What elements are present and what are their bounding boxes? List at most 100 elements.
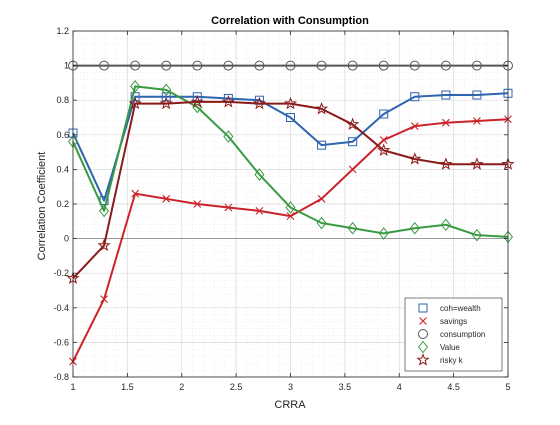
data-point-value — [440, 218, 451, 232]
tick-layer: 1 1.5 2 2.5 3 3.5 4 4.5 5 -0.8 -0.6 -0.4 -0.2 0 0.2 0.4… — [53, 26, 510, 392]
data-point-value — [471, 228, 482, 242]
data-point-savings — [317, 194, 326, 203]
data-point-consumption — [378, 60, 389, 71]
series-consumption — [68, 60, 513, 71]
data-point-value — [347, 221, 358, 235]
data-point-risky-k — [408, 152, 422, 165]
legend-label-coh-wealth: coh=wealth — [440, 304, 481, 313]
data-point-consumption — [347, 60, 358, 71]
data-point-value — [223, 130, 234, 143]
series-line-risky-k — [72, 100, 508, 280]
legend-marker-consumption — [418, 329, 428, 339]
data-point-savings — [441, 118, 450, 127]
y-tick-label: -0.4 — [53, 303, 69, 313]
data-point-savings — [131, 189, 140, 198]
x-tick-label: 4 — [397, 382, 402, 392]
data-point-risky-k — [128, 96, 142, 110]
legend-label-savings: savings — [440, 317, 467, 326]
data-point-coh-wealth — [317, 140, 327, 150]
y-axis-label: Correlation Coefficient — [36, 152, 48, 261]
data-point-coh-wealth — [130, 92, 140, 102]
data-point-coh-wealth — [441, 90, 451, 100]
data-point-value — [316, 216, 327, 230]
data-point-value — [409, 221, 420, 235]
data-point-consumption — [130, 60, 141, 71]
data-point-savings — [410, 122, 419, 131]
data-point-risky-k — [439, 157, 453, 170]
chart-title: Correlation with Consumption — [211, 15, 369, 27]
data-point-consumption — [254, 60, 265, 71]
data-point-consumption — [192, 60, 203, 71]
data-point-consumption — [99, 60, 110, 71]
data-point-value — [130, 80, 141, 93]
data-point-savings — [379, 136, 388, 144]
legend-marker-risky-k — [416, 353, 430, 366]
y-tick-label: 1.2 — [56, 26, 69, 36]
data-point-consumption — [471, 60, 482, 71]
data-point-value — [378, 227, 389, 240]
y-tick-label: 0 — [64, 234, 69, 244]
data-point-value — [161, 83, 172, 97]
x-tick-label: 1 — [70, 382, 75, 392]
series-line-value — [72, 85, 509, 238]
x-tick-label: 4.5 — [447, 382, 460, 392]
data-point-risky-k — [252, 96, 267, 110]
data-point-value — [99, 204, 110, 218]
x-tick-label: 3 — [288, 382, 293, 392]
data-point-risky-k — [221, 94, 235, 108]
data-point-savings — [348, 165, 357, 174]
x-tick-label: 5 — [505, 382, 510, 392]
y-tick-label: 1 — [64, 61, 69, 71]
data-point-coh-wealth — [472, 90, 482, 100]
series-line-coh-wealth — [72, 92, 509, 202]
data-point-consumption — [161, 60, 172, 71]
x-axis-label: CRRA — [274, 399, 306, 411]
data-point-risky-k — [159, 96, 173, 110]
data-point-risky-k — [314, 101, 329, 115]
data-point-consumption — [223, 60, 234, 71]
data-point-coh-wealth — [192, 92, 202, 102]
y-tick-label: 0.2 — [56, 199, 69, 209]
series-value — [67, 80, 514, 244]
x-tick-label: 2 — [179, 382, 184, 392]
series-layer — [66, 60, 515, 366]
data-point-risky-k — [346, 117, 360, 131]
data-point-coh-wealth — [379, 109, 389, 119]
x-tick-label: 2.5 — [230, 382, 243, 392]
data-point-savings — [255, 207, 264, 215]
legend: coh=wealth savings consumption Value risky k — [404, 297, 503, 372]
data-point-savings — [100, 295, 108, 304]
legend-marker-savings — [419, 317, 427, 325]
data-point-coh-wealth — [410, 92, 420, 102]
data-point-risky-k — [283, 96, 298, 110]
y-tick-label: -0.2 — [53, 268, 69, 278]
x-tick-label: 3.5 — [339, 382, 352, 392]
data-point-savings — [473, 117, 481, 125]
data-point-savings — [162, 194, 171, 203]
data-point-value — [254, 168, 265, 181]
data-point-consumption — [285, 60, 296, 71]
data-point-coh-wealth — [348, 137, 358, 147]
data-point-risky-k — [470, 157, 484, 170]
data-point-consumption — [440, 60, 451, 71]
data-point-risky-k — [97, 238, 111, 252]
y-tick-label: 0.4 — [56, 164, 69, 174]
data-point-value — [285, 201, 296, 214]
data-point-coh-wealth — [286, 113, 295, 122]
legend-marker-value — [417, 340, 429, 354]
data-point-risky-k — [377, 143, 391, 156]
data-point-coh-wealth — [161, 92, 171, 102]
data-point-savings — [193, 200, 202, 208]
x-tick-label: 1.5 — [121, 382, 134, 392]
y-tick-label: -0.8 — [53, 372, 69, 382]
legend-label-consumption: consumption — [440, 330, 485, 339]
data-point-consumption — [409, 60, 420, 71]
data-point-risky-k — [190, 94, 204, 108]
legend-label-value: Value — [440, 343, 460, 352]
y-tick-label: -0.6 — [53, 337, 69, 347]
legend-label-risky-k: risky k — [440, 356, 464, 365]
series-risky-k — [66, 94, 515, 285]
data-point-savings — [224, 203, 233, 212]
